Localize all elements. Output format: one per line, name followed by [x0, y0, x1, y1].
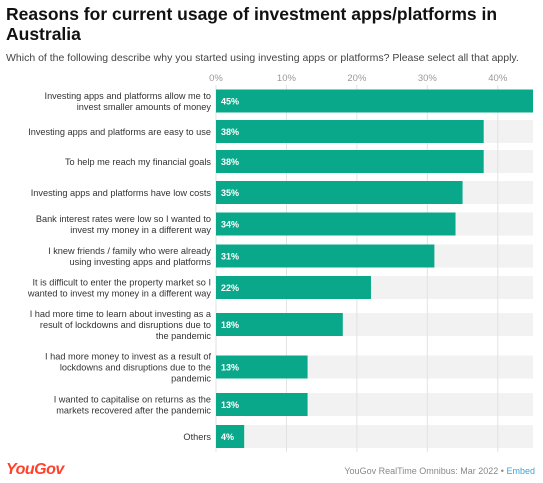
bar: [216, 393, 308, 416]
bar: [216, 355, 308, 379]
bar-value-label: 38%: [221, 127, 239, 137]
category-label: I knew friends / family who were already…: [48, 246, 211, 267]
bar-value-label: 18%: [221, 320, 239, 330]
category-label-line: Others: [183, 432, 211, 442]
category-label-line: Investing apps and platforms are easy to…: [28, 127, 211, 137]
source-separator: •: [500, 466, 504, 476]
category-label-line: the pandemic: [156, 331, 212, 341]
bar: [216, 120, 484, 143]
source-note: YouGov RealTime Omnibus: Mar 2022 • Embe…: [344, 466, 535, 476]
bar-chart: 0% 10% 20% 30% 40% 45% Investing apps and plat…: [27, 73, 533, 452]
bar-value-label: 34%: [221, 220, 239, 230]
bar: [216, 276, 371, 299]
category-label: To help me reach my financial goals: [65, 157, 211, 167]
category-label-line: lockdowns and disruptions due to the: [60, 362, 211, 372]
category-label: Investing apps and platforms are easy to…: [28, 127, 211, 137]
category-label: Investing apps and platforms have low co…: [31, 188, 212, 198]
category-label-line: I had more time to learn about investing…: [30, 309, 212, 319]
bar: [216, 244, 435, 268]
category-label-line: Investing apps and platforms allow me to: [45, 91, 211, 101]
category-label-line: I had more money to invest as a result o…: [45, 351, 211, 361]
category-label-line: markets recovered after the pandemic: [56, 405, 211, 415]
category-label: I wanted to capitalise on returns as the…: [54, 394, 212, 415]
category-label: Bank interest rates were low so I wanted…: [36, 214, 212, 235]
category-label: I had more money to invest as a result o…: [45, 351, 211, 383]
yougov-logo[interactable]: YouGov: [6, 461, 64, 478]
x-tick-label: 0%: [209, 73, 223, 84]
category-label-line: result of lockdowns and disruptions due …: [40, 320, 211, 330]
embed-link[interactable]: Embed: [506, 466, 535, 476]
category-label: It is difficult to enter the property ma…: [27, 277, 212, 298]
category-label-line: I wanted to capitalise on returns as the: [54, 394, 211, 404]
bar-value-label: 35%: [221, 188, 239, 198]
bar-value-label: 13%: [221, 363, 239, 373]
x-tick-label: 10%: [277, 73, 297, 84]
category-label-line: using investing apps and platforms: [70, 257, 212, 267]
category-label-line: invest smaller amounts of money: [77, 102, 212, 112]
category-label-line: Investing apps and platforms have low co…: [31, 188, 212, 198]
x-tick-label: 40%: [488, 73, 508, 84]
chart-title: Reasons for current usage of investment …: [6, 4, 498, 44]
category-label-line: invest my money in a different way: [70, 225, 211, 235]
category-label: Others: [183, 432, 211, 442]
category-label-line: pandemic: [171, 373, 211, 383]
bar: [216, 150, 484, 173]
bar: [216, 212, 456, 236]
bar-value-label: 45%: [221, 97, 239, 107]
x-tick-label: 30%: [418, 73, 438, 84]
bar-track: [216, 425, 533, 448]
category-label-line: I knew friends / family who were already: [48, 246, 211, 256]
category-label-line: Bank interest rates were low so I wanted…: [36, 214, 211, 224]
category-label-line: It is difficult to enter the property ma…: [32, 277, 211, 287]
bar: [216, 89, 533, 113]
bar: [216, 425, 245, 448]
bar-value-label: 4%: [221, 432, 234, 442]
x-tick-label: 20%: [347, 73, 367, 84]
category-label: I had more time to learn about investing…: [30, 309, 212, 341]
bar: [216, 181, 463, 204]
chart-subtitle: Which of the following describe why you …: [6, 52, 519, 64]
bar-value-label: 31%: [221, 252, 239, 262]
category-label-line: wanted to invest my money in a different…: [27, 288, 212, 298]
bar-value-label: 13%: [221, 400, 239, 410]
category-label-line: To help me reach my financial goals: [65, 157, 211, 167]
bar: [216, 313, 343, 336]
category-label: Investing apps and platforms allow me to…: [45, 91, 212, 112]
bar-value-label: 38%: [221, 157, 239, 167]
source-text: YouGov RealTime Omnibus: Mar 2022: [344, 466, 499, 476]
bar-value-label: 22%: [221, 283, 239, 293]
